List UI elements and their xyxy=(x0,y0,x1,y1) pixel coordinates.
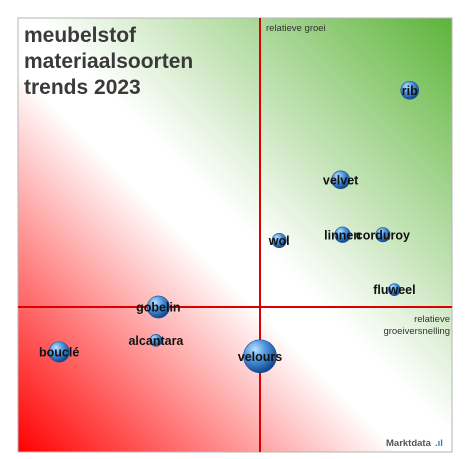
brand-name: Marktdata xyxy=(386,438,432,449)
bubble-3: linnen xyxy=(324,226,361,243)
bubble-mark xyxy=(48,341,70,363)
bubble-label: linnen xyxy=(324,228,361,242)
bubble-label: velvet xyxy=(323,173,359,187)
bubble-mark xyxy=(375,227,391,243)
y-axis-label: relatieve groei xyxy=(266,23,326,34)
brand-logo: Marktdata .ıl xyxy=(386,438,443,449)
bubble-6: gobelin xyxy=(136,295,181,319)
x-axis-label-line-2: groeiversnelling xyxy=(383,326,450,337)
bubble-1: velvet xyxy=(323,170,359,190)
bubble-mark xyxy=(388,283,401,296)
bubble-8: bouclé xyxy=(39,341,79,363)
x-axis-label-line-1: relatieve xyxy=(414,314,450,325)
bubble-mark xyxy=(243,339,277,374)
bubble-label: bouclé xyxy=(39,345,79,359)
chart-title-line-3: trends 2023 xyxy=(24,76,141,99)
bubble-label: rib xyxy=(402,84,418,98)
bubble-label: gobelin xyxy=(136,301,180,315)
bubble-2: wol xyxy=(268,233,290,249)
bubble-label: velours xyxy=(238,350,283,364)
bubble-7: alcantara xyxy=(128,334,184,348)
brand-accent: .ıl xyxy=(435,438,443,449)
bubble-9: velours xyxy=(238,339,283,374)
bubble-label: corduroy xyxy=(356,228,410,242)
bubble-mark xyxy=(331,170,350,190)
bubble-mark xyxy=(334,226,351,243)
bubble-label: alcantara xyxy=(128,334,184,348)
bubble-mark xyxy=(149,334,163,347)
bubble-mark xyxy=(271,233,287,249)
bubble-0: rib xyxy=(400,80,420,100)
chart-title-line-2: materiaalsoorten xyxy=(24,50,193,73)
bubble-5: fluweel xyxy=(373,283,415,297)
bubble-mark xyxy=(400,80,420,100)
bubble-label: fluweel xyxy=(373,283,415,297)
bubble-4: corduroy xyxy=(356,227,410,243)
bubble-mark xyxy=(146,295,170,319)
bubble-label: wol xyxy=(268,234,290,248)
chart-title-line-1: meubelstof xyxy=(24,24,137,47)
